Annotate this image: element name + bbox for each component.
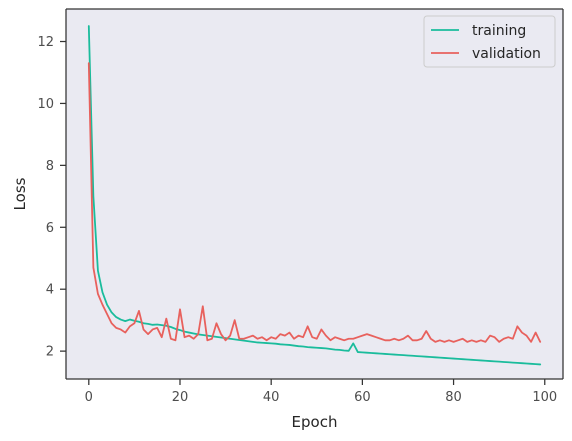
y-tick-label: 10 <box>37 97 54 112</box>
x-axis-label: Epoch <box>292 413 338 431</box>
x-tick-label: 60 <box>354 390 371 405</box>
y-axis-label: Loss <box>11 177 29 210</box>
series-line-validation <box>87 62 542 343</box>
legend-label-training: training <box>472 23 526 39</box>
x-tick-label: 100 <box>532 390 557 405</box>
axes-layer: 0 20 40 60 80 100 2 4 6 8 10 12 Epoch Loss <box>11 8 564 431</box>
y-tick-label: 12 <box>37 35 54 50</box>
y-tick-label: 8 <box>46 159 54 174</box>
legend-label-validation: validation <box>472 46 541 62</box>
y-tick-label: 4 <box>46 283 54 298</box>
x-tick-label: 20 <box>172 390 189 405</box>
plot-background <box>66 9 563 379</box>
x-tick-label: 40 <box>263 390 280 405</box>
y-tick-label: 6 <box>46 221 54 236</box>
y-tick-label: 2 <box>46 345 54 360</box>
legend-box <box>423 15 556 68</box>
x-tick-label: 0 <box>85 390 93 405</box>
series-layer <box>87 25 542 366</box>
x-tick-label: 80 <box>445 390 462 405</box>
legend: training validation <box>423 15 556 68</box>
